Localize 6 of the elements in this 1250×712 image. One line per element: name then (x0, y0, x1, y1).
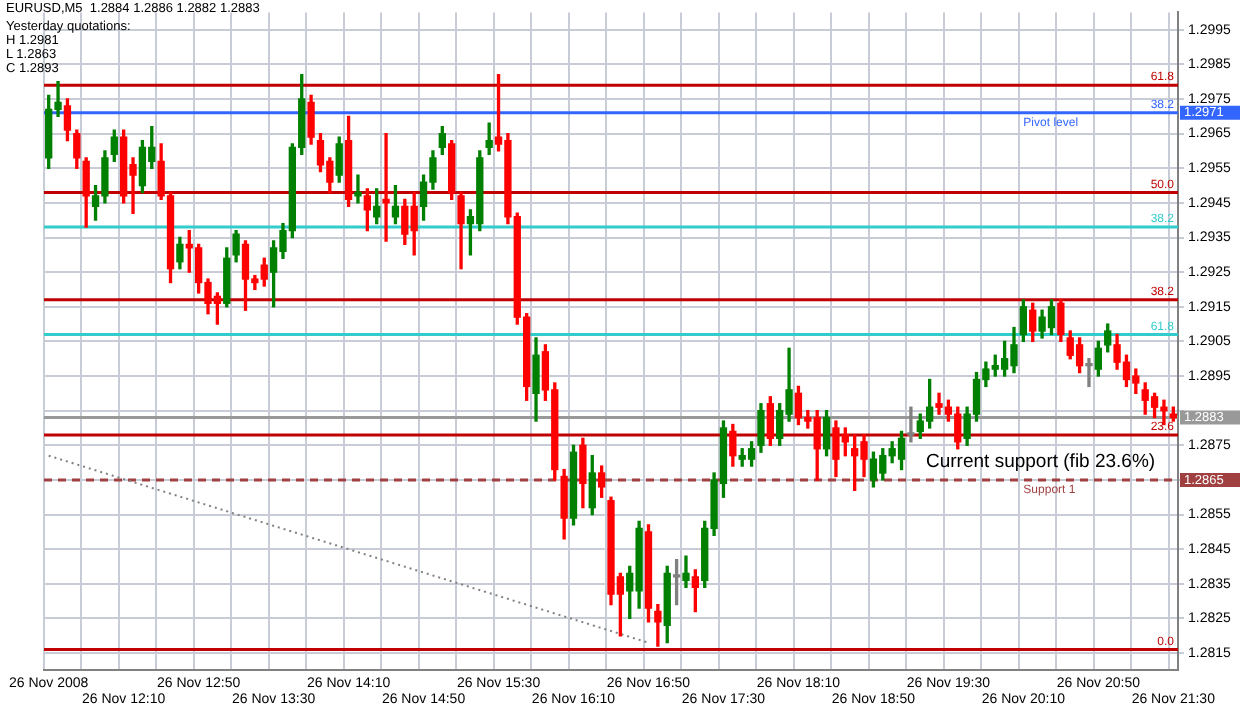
candlestick (382, 132, 390, 242)
annotation: Current support (fib 23.6%) (926, 451, 1156, 474)
candlestick (354, 174, 362, 204)
candlestick (907, 406, 915, 443)
candlestick (1085, 358, 1093, 388)
candlestick (682, 555, 690, 588)
